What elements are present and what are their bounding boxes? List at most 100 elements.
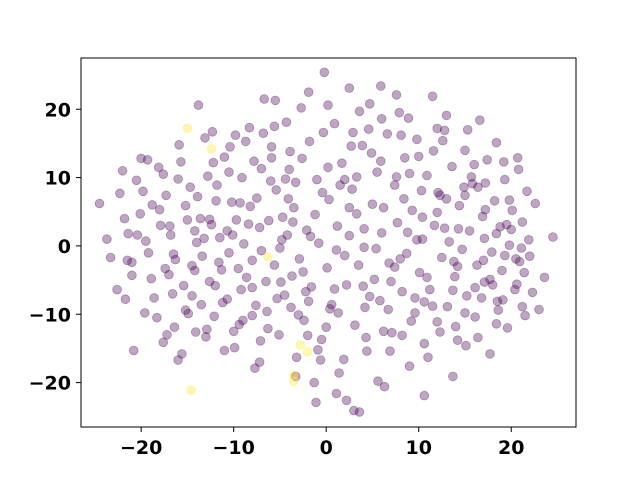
scatter-point-class-0 [539,272,550,283]
scatter-point-class-0 [412,235,422,245]
scatter-point-class-0 [199,233,209,244]
scatter-point-class-0 [251,193,262,203]
scatter-point-class-0 [271,185,282,195]
scatter-point-class-0 [477,211,488,222]
scatter-point-class-0 [397,330,407,341]
scatter-point-class-0 [399,153,410,163]
scatter-point-class-0 [153,162,164,173]
scatter-point-class-0 [324,194,334,205]
scatter-point-class-0 [473,182,483,193]
scatter-point-class-0 [141,236,151,246]
scatter-point-class-0 [442,301,453,312]
scatter-point-class-0 [436,252,447,263]
scatter-point-class-0 [397,286,407,297]
scatter-point-class-0 [142,155,153,165]
scatter-point-class-0 [190,226,200,236]
scatter-point-class-1 [288,370,299,380]
scatter-point-class-0 [359,242,369,253]
scatter-point-class-0 [523,235,534,245]
scatter-point-class-0 [290,177,301,188]
scatter-point-class-0 [319,67,330,78]
scatter-point-class-0 [517,217,528,227]
scatter-point-class-0 [228,326,239,337]
scatter-point-class-0 [435,327,445,337]
scatter-point-class-0 [127,270,137,281]
scatter-point-class-0 [341,395,352,406]
scatter-point-class-0 [291,352,302,363]
scatter-point-class-0 [435,190,445,201]
x-tick-label: 0 [320,437,333,459]
scatter-point-class-0 [454,200,465,211]
y-tick-label: −10 [29,304,71,326]
scatter-point-class-0 [407,205,418,216]
scatter-point-class-0 [461,340,471,351]
scatter-point-class-0 [473,332,483,343]
scatter-point-class-0 [263,323,273,334]
scatter-point-class-0 [506,224,517,235]
scatter-point-class-0 [389,180,400,190]
scatter-point-class-0 [275,243,285,253]
scatter-point-class-0 [276,235,287,245]
scatter-point-class-0 [331,388,342,399]
scatter-point-class-0 [376,114,387,124]
scatter-point-class-0 [469,159,480,170]
scatter-point-class-0 [376,228,387,238]
scatter-point-class-0 [187,260,197,271]
scatter-point-class-0 [369,274,380,285]
scatter-point-class-0 [419,297,430,307]
scatter-point-class-0 [358,281,369,292]
scatter-point-class-0 [294,254,305,264]
scatter-point-class-0 [378,202,389,213]
scatter-point-class-0 [119,213,130,224]
scatter-point-class-0 [303,296,314,307]
scatter-point-class-0 [173,355,183,365]
scatter-point-class-0 [460,190,470,201]
scatter-point-class-0 [318,127,329,138]
scatter-point-class-0 [498,295,508,305]
scatter-point-class-0 [250,363,260,374]
scatter-point-class-0 [512,153,523,163]
scatter-point-class-0 [486,247,497,257]
scatter-point-class-0 [403,113,414,123]
scatter-point-class-0 [244,122,255,133]
scatter-point-class-0 [367,199,378,210]
scatter-point-class-0 [173,174,183,184]
scatter-point-class-0 [530,198,541,209]
scatter-point-class-0 [249,156,259,167]
scatter-point-class-0 [266,142,277,152]
scatter-point-class-0 [259,94,270,104]
scatter-point-class-0 [429,220,440,231]
scatter-point-class-0 [514,256,525,267]
scatter-point-class-0 [373,376,383,387]
scatter-point-class-0 [240,136,251,147]
scatter-point-class-1 [206,144,217,154]
scatter-point-class-0 [379,381,390,392]
scatter-point-class-0 [215,232,225,243]
scatter-point-class-0 [396,130,406,141]
scatter-point-class-0 [286,302,296,313]
scatter-point-class-0 [238,315,248,326]
scatter-point-class-0 [375,156,386,167]
scatter-point-class-0 [344,230,355,241]
scatter-point-class-0 [285,146,295,157]
scatter-point-class-0 [290,371,301,382]
scatter-point-class-0 [241,272,252,283]
scatter-point-class-0 [419,338,430,349]
scatter-point-class-0 [470,312,480,322]
scatter-point-class-0 [274,329,284,340]
scatter-point-class-0 [120,294,131,305]
scatter-point-class-0 [491,137,502,148]
scatter-point-class-0 [424,284,435,295]
scatter-point-class-0 [288,217,298,227]
scatter-point-class-0 [206,219,217,230]
scatter-point-class-0 [384,258,394,268]
scatter-point-class-0 [453,224,464,234]
scatter-point-class-0 [410,293,420,303]
scatter-point-class-0 [357,140,368,151]
scatter-point-class-0 [315,355,326,365]
scatter-point-class-0 [305,231,316,242]
scatter-point-class-0 [482,155,493,165]
scatter-point-class-0 [247,282,258,293]
scatter-point-class-0 [143,248,154,258]
